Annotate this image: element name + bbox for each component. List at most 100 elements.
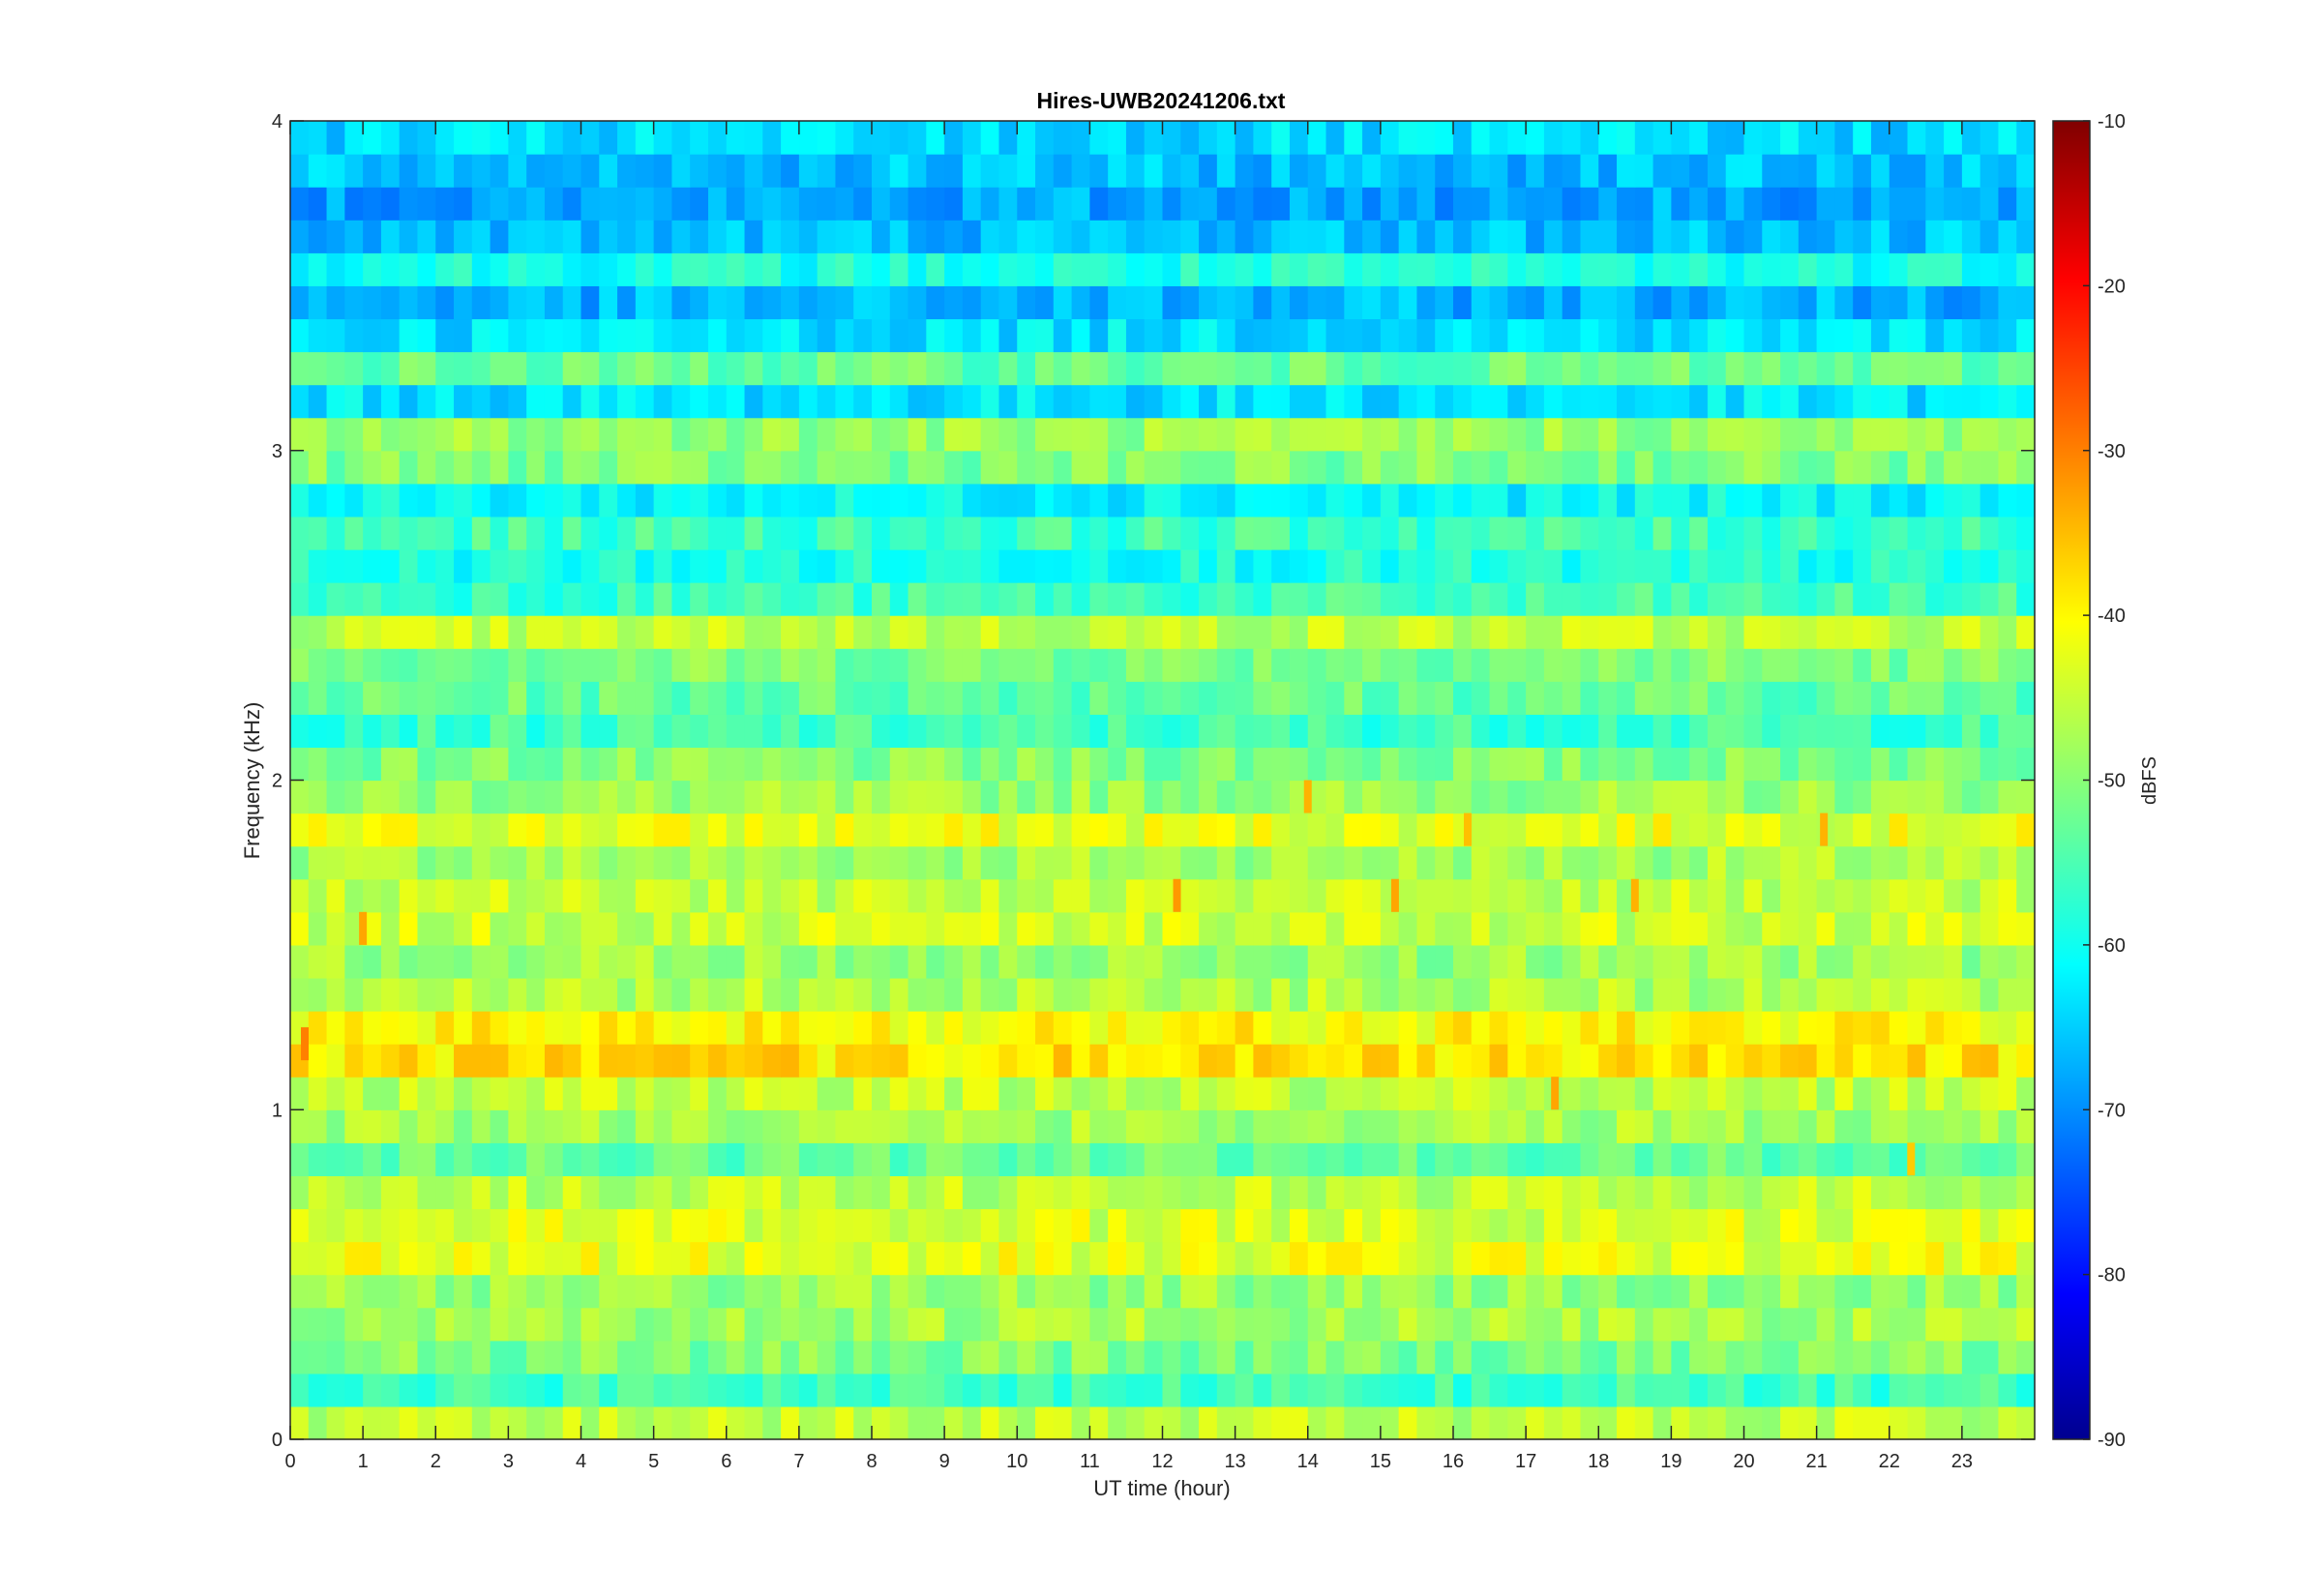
heatmap-cell (1889, 1077, 1909, 1110)
heatmap-cell (908, 187, 927, 221)
heatmap-cell (1980, 878, 2000, 913)
heatmap-cell (1634, 285, 1654, 320)
heatmap-cell (1180, 944, 1200, 979)
heatmap-cell (781, 252, 800, 286)
heatmap-cell (1507, 813, 1527, 847)
heatmap-cell (1380, 450, 1400, 485)
heatmap-cell (417, 615, 436, 649)
heatmap-cell (1325, 548, 1345, 583)
heatmap-cell (508, 648, 527, 682)
heatmap-cell (1344, 780, 1363, 814)
heatmap-cell (1035, 1011, 1055, 1045)
heatmap-cell (853, 1044, 873, 1078)
heatmap-cell (308, 252, 328, 286)
heatmap-cell (1471, 1307, 1491, 1342)
heatmap-cell (872, 285, 891, 320)
heatmap-cell (454, 548, 473, 583)
heatmap-cell (1617, 1011, 1636, 1045)
heatmap-cell (1108, 351, 1127, 386)
heatmap-cell (1816, 1340, 1836, 1374)
heatmap-cell (1743, 220, 1763, 253)
heatmap-cell (1889, 285, 1909, 320)
heatmap-cell (762, 813, 782, 847)
heatmap-cell (1271, 548, 1291, 583)
heatmap-cell (998, 615, 1018, 649)
heatmap-cell (1017, 1175, 1036, 1210)
heatmap-cell (1980, 252, 2000, 286)
heatmap-cell (1798, 548, 1818, 583)
heatmap-cell (1253, 911, 1272, 946)
heatmap-cell (1834, 1340, 1854, 1374)
heatmap-cell (1071, 1109, 1090, 1143)
heatmap-cell (1526, 351, 1545, 386)
heatmap-cell (1780, 1044, 1800, 1078)
heatmap-cell (1743, 1405, 1763, 1440)
heatmap-cell (2016, 220, 2036, 253)
heatmap-cell (471, 1044, 491, 1078)
heatmap-cell (962, 1274, 982, 1309)
heatmap-cell (435, 384, 455, 419)
heatmap-cell (562, 417, 582, 452)
heatmap-cell (1380, 813, 1400, 847)
heatmap-cell (1416, 1142, 1436, 1177)
heatmap-cell (1907, 1208, 1926, 1243)
heatmap-cell (1798, 747, 1818, 782)
heatmap-cell (1689, 252, 1709, 286)
heatmap-cell (290, 548, 310, 583)
heatmap-cell (1725, 582, 1745, 616)
heatmap-cell (798, 615, 819, 649)
heatmap-cell (926, 121, 945, 155)
heatmap-cell (1398, 1274, 1418, 1309)
heatmap-cell (944, 911, 964, 946)
heatmap-cell (1380, 285, 1400, 320)
heatmap-cell (1870, 121, 1890, 155)
heatmap-cell (544, 1044, 564, 1078)
heatmap-cell (435, 285, 455, 320)
heatmap-cell (1743, 780, 1763, 814)
heatmap-cell (1707, 648, 1727, 682)
heatmap-cell (1980, 187, 2000, 221)
heatmap-cell (1816, 977, 1836, 1012)
heatmap-cell (1853, 813, 1872, 847)
heatmap-cell (1617, 252, 1636, 286)
heatmap-cell (1652, 1077, 1672, 1110)
heatmap-cell (1689, 121, 1709, 155)
heatmap-cell (1271, 154, 1291, 188)
heatmap-cell (1053, 187, 1073, 221)
heatmap-cell (1435, 252, 1454, 286)
heatmap-cell (1325, 1274, 1345, 1309)
heatmap-cell (1071, 384, 1090, 419)
heatmap-cell (1925, 1011, 1945, 1045)
heatmap-cell (454, 1373, 473, 1407)
heatmap-cell (962, 1241, 982, 1276)
heatmap-cell (1870, 450, 1890, 485)
heatmap-cell (817, 516, 837, 550)
heatmap-cell (1634, 681, 1654, 715)
heatmap-cell (726, 187, 746, 221)
heatmap-cell (1253, 450, 1272, 485)
heatmap-cell (944, 417, 964, 452)
heatmap-cell (1526, 1142, 1545, 1177)
heatmap-cell (635, 417, 655, 452)
heatmap-cell (1108, 1142, 1127, 1177)
heatmap-cell (1053, 1274, 1073, 1309)
heatmap-cell (1507, 845, 1527, 880)
heatmap-cell (490, 1011, 509, 1045)
heatmap-cell (781, 285, 800, 320)
heatmap-cell (1998, 1109, 2017, 1143)
heatmap-cell (1834, 1405, 1854, 1440)
heatmap-cell (617, 548, 637, 583)
heatmap-cell (1689, 780, 1709, 814)
heatmap-cell (1125, 384, 1146, 419)
heatmap-cell (599, 285, 618, 320)
colorbar-tick-label: -20 (2098, 276, 2126, 297)
heatmap-cell (290, 1142, 310, 1177)
heatmap-cell (653, 845, 673, 880)
heatmap-cell (1598, 516, 1618, 550)
heatmap-cell (1689, 1142, 1709, 1177)
heatmap-cell (1489, 1044, 1508, 1078)
heatmap-cell (1089, 1307, 1109, 1342)
heatmap-cell (1598, 977, 1618, 1012)
heatmap-cell (562, 582, 582, 616)
heatmap-cell (1762, 747, 1781, 782)
